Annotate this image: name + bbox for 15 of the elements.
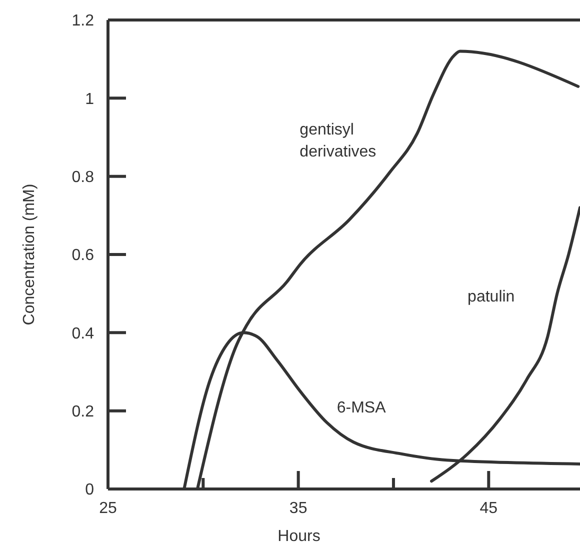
y-tick-label: 0.6 — [72, 247, 94, 264]
x-tick-label: 45 — [480, 500, 498, 517]
y-tick-label: 0 — [85, 482, 94, 499]
x-tick-label: 25 — [99, 500, 117, 517]
text: patulin — [468, 288, 515, 306]
series-label: gentisyl derivatives — [300, 121, 376, 160]
y-tick-label: 0.8 — [72, 168, 94, 186]
x-axis-title: Hours — [278, 528, 320, 545]
y-tick-label: 1 — [85, 90, 94, 108]
series-label: 6-MSA — [336, 400, 386, 417]
y-tick-label: 0.4 — [72, 325, 94, 342]
y-tick-label: 0.2 — [72, 403, 94, 420]
x-tick-label: 35 — [289, 500, 308, 517]
y-axis-title: Concentration (mM) — [21, 184, 38, 326]
y-tick-label: 1.2 — [72, 12, 94, 30]
